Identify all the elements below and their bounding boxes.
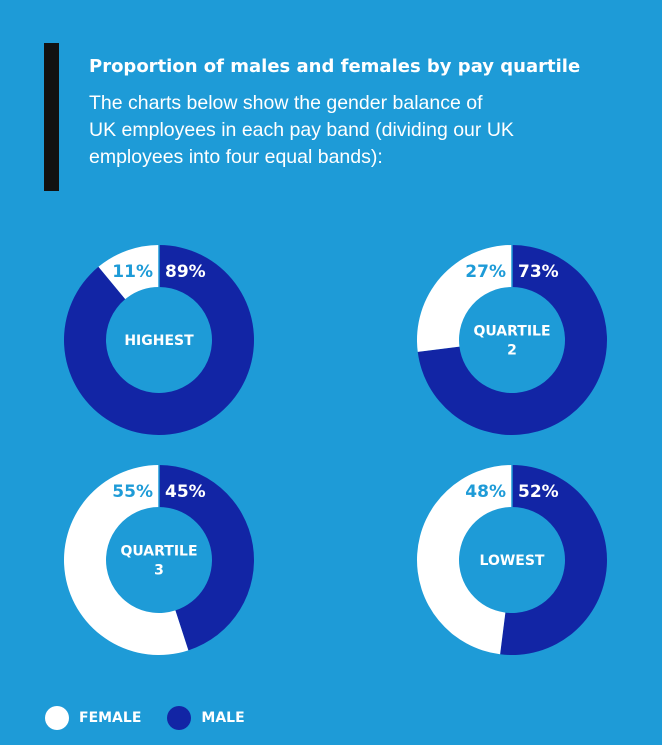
- donut-quartile-3: 55% 45% QUARTILE 3: [63, 465, 254, 655]
- label-male-quartile-2: 73%: [518, 262, 559, 282]
- slice-male-highest: [63, 245, 254, 436]
- slice-female-highest: [98, 245, 159, 300]
- legend-swatch-female: [45, 706, 69, 730]
- label-male-highest: 89%: [165, 262, 206, 282]
- legend-swatch-male: [167, 706, 192, 730]
- label-female-lowest: 48%: [465, 482, 506, 502]
- accent-bar: [44, 43, 59, 191]
- legend: FEMALE MALE: [45, 706, 271, 730]
- legend-label-female: FEMALE: [79, 710, 142, 726]
- label-male-quartile-3: 45%: [165, 482, 206, 502]
- intro-line-1: The charts below show the gender balance…: [89, 92, 483, 114]
- slice-female-lowest: [416, 465, 512, 655]
- label-female-quartile-3: 55%: [112, 482, 153, 502]
- legend-label-male: MALE: [201, 710, 245, 726]
- donut-highest: 11% 89% HIGHEST: [63, 245, 254, 436]
- donut-quartile-2: 27% 73% QUARTILE 2: [417, 245, 607, 435]
- center-label-highest: HIGHEST: [124, 333, 194, 349]
- center-label-quartile-3: 3: [154, 563, 164, 579]
- slice-male-lowest: [500, 465, 607, 655]
- donut-lowest: 48% 52% LOWEST: [416, 465, 607, 655]
- center-label-quartile-3: QUARTILE: [120, 544, 197, 560]
- center-label-quartile-2: QUARTILE: [473, 324, 550, 340]
- intro-line-3: employees into four equal bands):: [89, 146, 383, 168]
- intro-line-2: UK employees in each pay band (dividing …: [89, 119, 514, 141]
- chart-heading: Proportion of males and females by pay q…: [89, 56, 581, 77]
- legend-item-male: MALE: [167, 706, 245, 730]
- slice-male-quartile-2: [417, 245, 607, 435]
- label-female-highest: 11%: [112, 262, 153, 282]
- label-female-quartile-2: 27%: [465, 262, 506, 282]
- slice-female-quartile-2: [417, 245, 512, 352]
- legend-item-female: FEMALE: [45, 706, 141, 730]
- intro-text: The charts below show the gender balance…: [89, 90, 589, 171]
- slice-male-quartile-3: [159, 465, 254, 651]
- slice-female-quartile-3: [63, 465, 189, 655]
- center-label-quartile-2: 2: [507, 343, 517, 359]
- center-label-lowest: LOWEST: [480, 553, 545, 569]
- label-male-lowest: 52%: [518, 482, 559, 502]
